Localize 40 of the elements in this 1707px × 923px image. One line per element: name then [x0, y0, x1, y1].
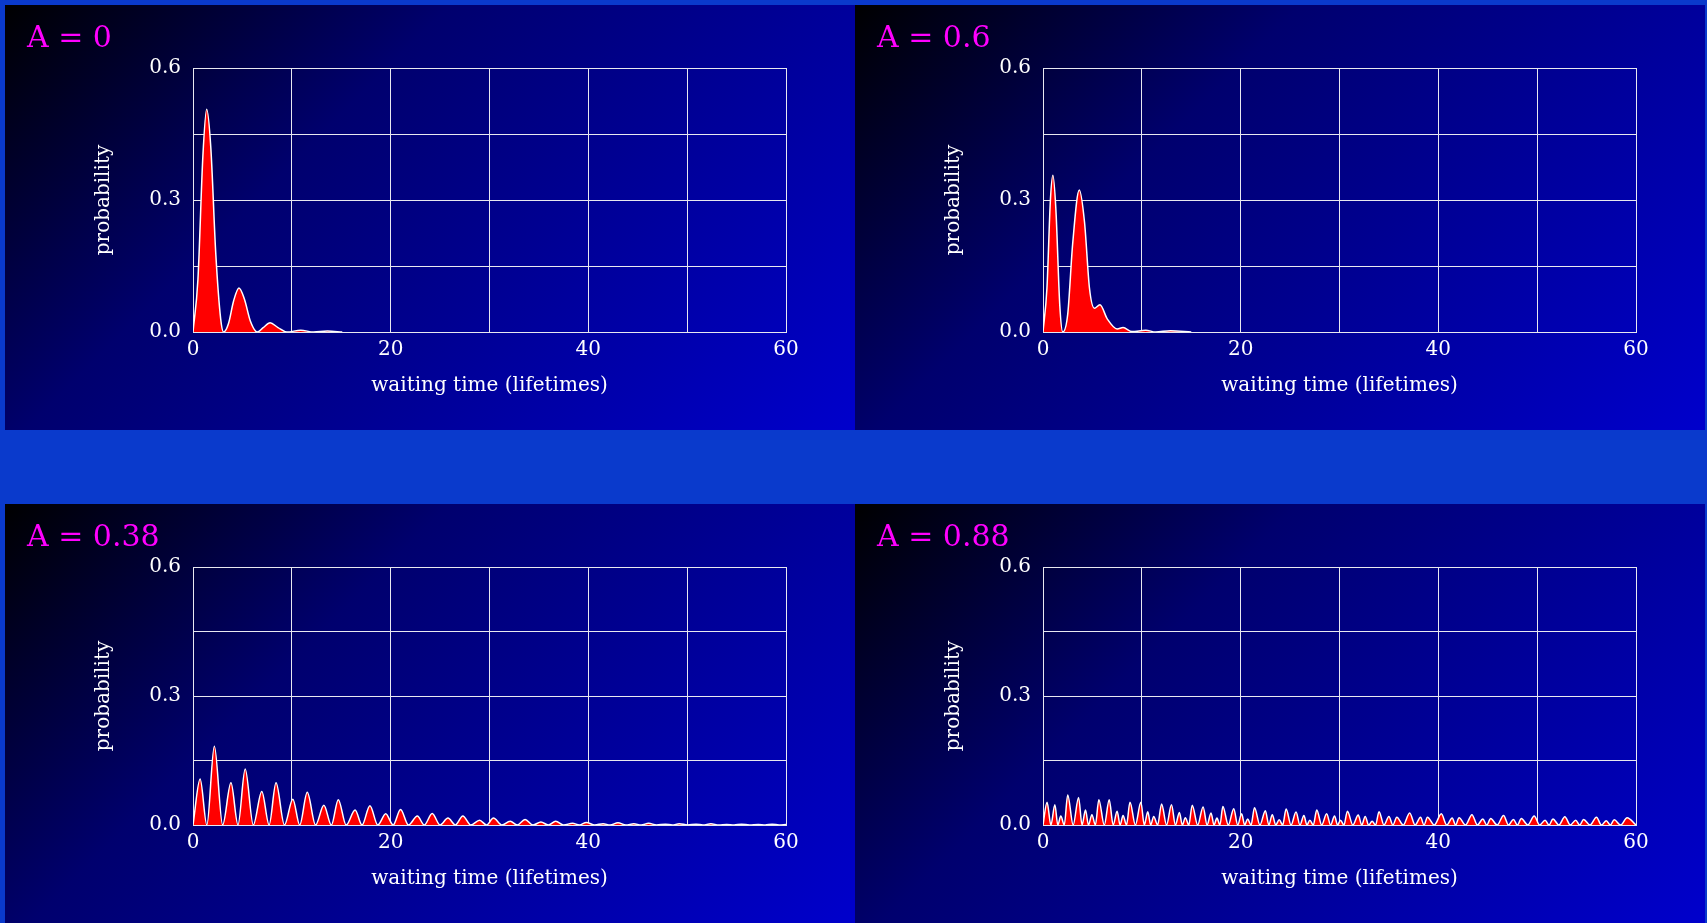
y-tick-label: 0.3: [149, 682, 181, 707]
x-axis-title: waiting time (lifetimes): [1221, 372, 1458, 397]
y-tick-label: 0.0: [999, 811, 1031, 836]
x-tick-label: 0: [1036, 829, 1050, 854]
y-tick-label: 0.6: [999, 553, 1031, 578]
y-tick-label: 0.0: [149, 318, 181, 343]
x-axis-title: waiting time (lifetimes): [1221, 865, 1458, 890]
chart-title: A = 0: [27, 19, 112, 54]
y-tick-label: 0.6: [999, 54, 1031, 79]
y-tick-label: 0.6: [149, 54, 181, 79]
x-tick-label: 20: [1227, 336, 1254, 361]
x-tick-label: 60: [773, 336, 799, 361]
y-axis-title: probability: [90, 144, 115, 256]
x-tick-label: 60: [773, 829, 799, 854]
x-tick-label: 0: [186, 829, 200, 854]
chart-title: A = 0.6: [877, 19, 991, 54]
x-tick-label: 0: [1036, 336, 1050, 361]
x-tick-label: 40: [1425, 829, 1452, 854]
y-tick-label: 0.3: [999, 186, 1031, 211]
chart-title: A = 0.38: [27, 518, 160, 553]
x-tick-label: 20: [377, 829, 404, 854]
y-axis-title: probability: [940, 640, 965, 752]
x-tick-label: 60: [1623, 336, 1649, 361]
y-tick-label: 0.0: [999, 318, 1031, 343]
y-axis-title: probability: [90, 640, 115, 752]
y-tick-label: 0.3: [999, 682, 1031, 707]
x-tick-label: 0: [186, 336, 200, 361]
y-tick-label: 0.6: [149, 553, 181, 578]
y-axis-title: probability: [940, 144, 965, 256]
x-tick-label: 60: [1623, 829, 1649, 854]
chart-title: A = 0.88: [877, 518, 1010, 553]
x-tick-label: 20: [1227, 829, 1254, 854]
x-tick-label: 40: [575, 829, 602, 854]
x-axis-title: waiting time (lifetimes): [371, 372, 608, 397]
y-tick-label: 0.3: [149, 186, 181, 211]
y-tick-label: 0.0: [149, 811, 181, 836]
x-axis-title: waiting time (lifetimes): [371, 865, 608, 890]
x-tick-label: 20: [377, 336, 404, 361]
x-tick-label: 40: [575, 336, 602, 361]
x-tick-label: 40: [1425, 336, 1452, 361]
